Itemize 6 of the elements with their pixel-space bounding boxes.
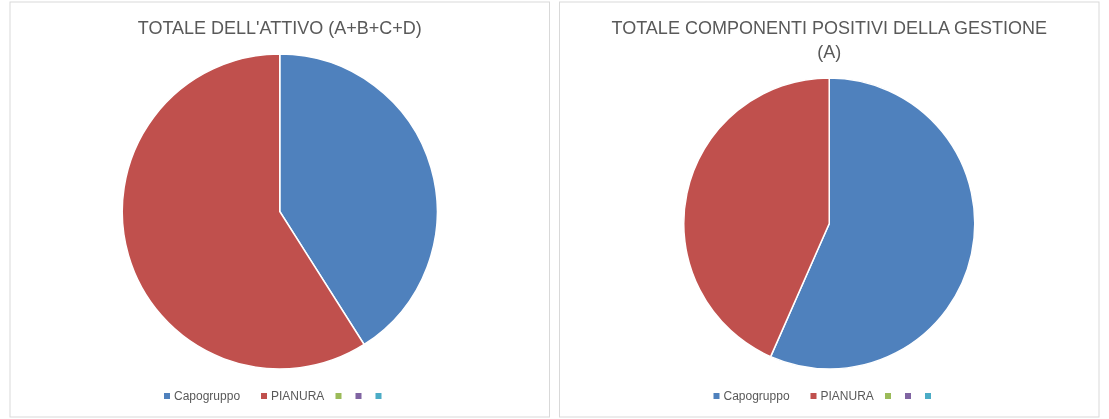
chart-title: TOTALE COMPONENTI POSITIVI DELLA GESTIONE (A): [611, 18, 1047, 62]
legend-label: Capogruppo: [723, 389, 790, 403]
chart-title: TOTALE DELL'ATTIVO (A+B+C+D): [137, 18, 422, 38]
legend-label: Capogruppo: [174, 389, 241, 403]
legend-label: PIANURA: [271, 389, 325, 403]
legend-label: PIANURA: [820, 389, 874, 403]
